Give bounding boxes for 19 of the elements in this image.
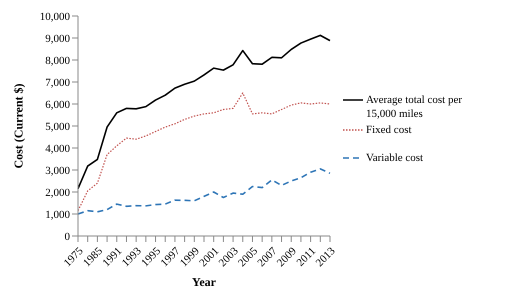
- y-axis-title: Cost (Current $): [11, 83, 26, 169]
- y-tick-label: 0: [64, 230, 70, 243]
- line-series: [77, 92, 331, 212]
- legend-label: Variable cost: [366, 151, 424, 165]
- x-axis-title: Year: [192, 275, 217, 289]
- y-tick-label: 10,000: [40, 10, 70, 23]
- legend-label: Fixed cost: [366, 123, 412, 137]
- y-tick-label: 9,000: [45, 32, 70, 45]
- y-tick-label: 5,000: [45, 120, 70, 133]
- legend-label: Average total cost per 15,000 miles: [366, 93, 464, 121]
- line-series: [77, 34, 331, 190]
- y-tick-label: 7,000: [45, 76, 70, 89]
- y-tick-label: 3,000: [45, 164, 70, 177]
- y-tick-label: 8,000: [45, 54, 70, 67]
- y-tick-label: 1,000: [45, 208, 70, 221]
- y-tick-label: 4,000: [45, 142, 70, 155]
- y-tick-label: 2,000: [45, 186, 70, 199]
- y-tick-label: 6,000: [45, 98, 70, 111]
- line-series: [77, 168, 331, 215]
